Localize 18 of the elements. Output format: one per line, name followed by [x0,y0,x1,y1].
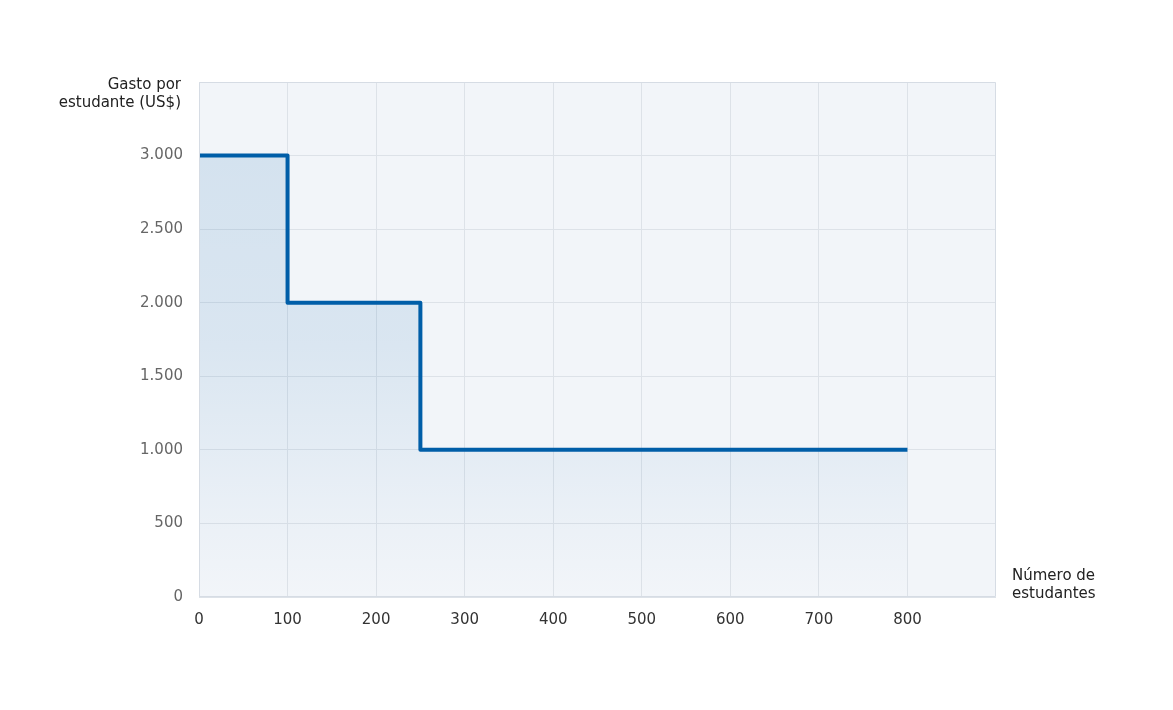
y-tick-label: 2.000 [140,292,183,311]
y-axis-title: Gasto por estudante (US$) [58,75,181,111]
x-axis-title: Número de estudantes [1012,566,1096,602]
x-tick-label: 700 [804,609,834,628]
y-tick-label: 2.500 [140,219,183,238]
x-tick-label: 400 [538,609,568,628]
x-tick-label: 100 [273,609,302,628]
y-tick-label: 1.000 [140,439,183,458]
x-tick-label: 300 [450,609,479,628]
y-tick-label: 3.000 [140,145,183,164]
x-tick-label: 800 [893,609,922,628]
x-tick-label: 600 [716,609,745,628]
x-tick-label: 200 [361,609,391,628]
y-tick-label: 500 [154,513,183,532]
y-tick-label: 0 [173,586,183,605]
y-tick-label: 1.500 [140,366,183,385]
x-tick-label: 0 [194,609,204,628]
x-tick-label: 500 [627,609,657,628]
